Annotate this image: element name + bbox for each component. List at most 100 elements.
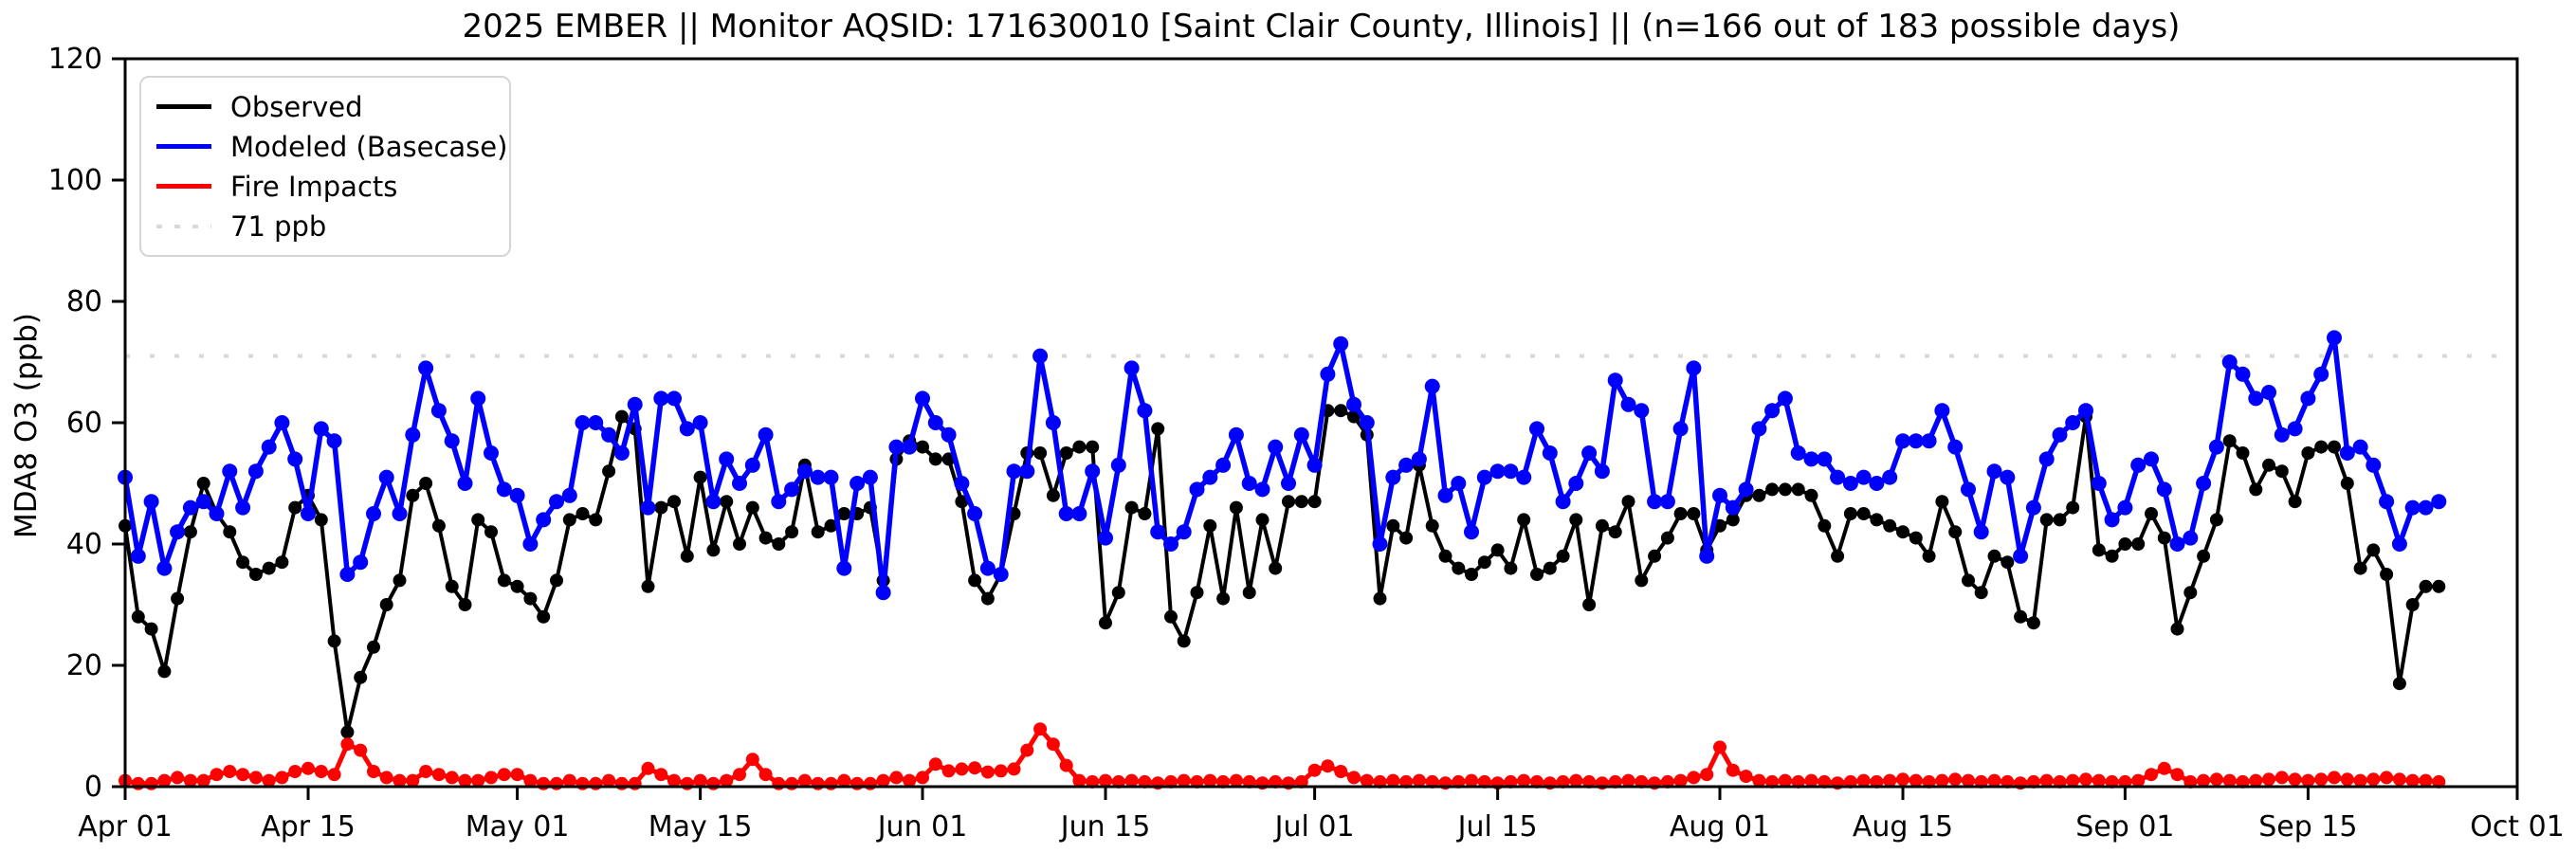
modeled-basecase-point [457,476,473,491]
modeled-basecase-point [1699,548,1715,564]
modeled-basecase-point [274,415,290,430]
observed-point [2145,507,2158,520]
observed-point [1543,561,1557,575]
fire-impacts-point [2314,772,2329,787]
modeled-basecase-point [1189,481,1205,498]
fire-impacts-point [1726,763,1740,777]
modeled-basecase-point [170,524,186,540]
observed-point [2301,446,2315,460]
observed-point [1203,518,1217,533]
modeled-basecase-point [836,560,852,576]
observed-point [1138,507,1152,520]
fire-impacts-point [236,768,250,782]
y-tick-label: 40 [66,528,102,561]
fire-impacts-point [2262,772,2275,787]
modeled-basecase-point [979,560,996,576]
fire-impacts-point [1203,773,1217,788]
modeled-basecase-point [287,451,303,467]
observed-point [2001,555,2015,570]
fire-impacts-point [706,776,721,790]
fire-impacts-point [1138,774,1152,789]
fire-impacts-point [471,773,485,788]
observed-point [1177,634,1191,648]
modeled-basecase-point [1398,457,1415,473]
modeled-basecase-point [235,499,251,516]
fire-impacts-point [2419,773,2433,788]
fire-impacts-point [537,776,551,790]
y-axis-label: MDA8 O3 (ppb) [9,312,44,539]
modeled-basecase-point [261,439,277,455]
x-tick-label: Sep 01 [2075,810,2174,844]
observed-point [1673,507,1688,520]
modeled-basecase-point [1777,390,1793,407]
observed-point [1843,507,1857,520]
fire-impacts-point [876,773,890,788]
modeled-basecase-point [1529,421,1544,437]
modeled-basecase-point [888,439,904,455]
observed-point [1334,404,1348,418]
fire-impacts-point [1673,773,1688,788]
observed-point [2380,568,2394,581]
modeled-basecase-point [1855,469,1872,485]
observed-point [1425,518,1439,533]
fire-impacts-point [785,776,799,790]
observed-point [824,518,838,533]
observed-point [1072,440,1087,454]
x-tick-label: Apr 15 [261,810,356,844]
fire-impacts-point [1452,774,1466,789]
modeled-basecase-point [1019,463,1035,480]
fire-impacts-point [1360,773,1374,788]
fire-impacts-point [1974,774,1988,789]
fire-impacts-line [124,726,2439,787]
fire-impacts-point [1425,774,1439,789]
observed-point [236,555,250,570]
fire-impacts-point [562,773,576,788]
observed-point [171,591,185,606]
fire-impacts-point [903,773,917,788]
fire-impacts-point [654,768,668,782]
fire-impacts-point [1713,740,1726,754]
modeled-basecase-point [1581,445,1598,461]
observed-point [354,670,368,684]
modeled-basecase-point [823,469,839,485]
modeled-basecase-point [2078,403,2093,419]
observed-point [1791,482,1805,497]
observed-point [2340,477,2354,490]
observed-point [1870,513,1884,527]
observed-point [1255,513,1270,527]
modeled-basecase-point [1333,336,1349,352]
fire-impacts-point [2340,772,2354,787]
fire-impacts-point [1465,773,1478,788]
observed-point [680,549,694,563]
observed-line-swatch [156,104,211,109]
modeled-basecase-point [1032,348,1049,364]
observed-point [1831,549,1845,563]
fire-impacts-point [2183,774,2198,789]
fire-impacts-point [1059,758,1073,772]
fire-impacts-point [837,773,851,788]
observed-point [2092,543,2106,557]
fire-impacts-point [797,773,812,788]
x-tick-label: Jul 15 [1456,810,1538,844]
modeled-basecase-point [1268,439,1284,455]
observed-point [1608,525,1622,539]
modeled-basecase-point [1817,451,1833,467]
fire-impacts-point [1124,773,1139,788]
legend-item-threshold: 71 ppb [156,210,492,243]
observed-point [1086,440,1100,454]
observed-point [537,609,551,624]
fire-impacts-point [1399,774,1414,789]
fire-impacts-point [144,776,158,790]
modeled-basecase-point [1961,481,1976,498]
modeled-basecase-point [222,463,238,480]
modeled-basecase-point [2248,390,2264,407]
modeled-basecase-point [2144,451,2159,467]
fire-impacts-point [1635,774,1649,789]
fire-impacts-point [550,776,563,790]
modeled-basecase-point [1751,421,1767,437]
observed-point [2262,458,2275,472]
fire-impacts-point [210,768,224,782]
modeled-basecase-point [430,403,447,419]
